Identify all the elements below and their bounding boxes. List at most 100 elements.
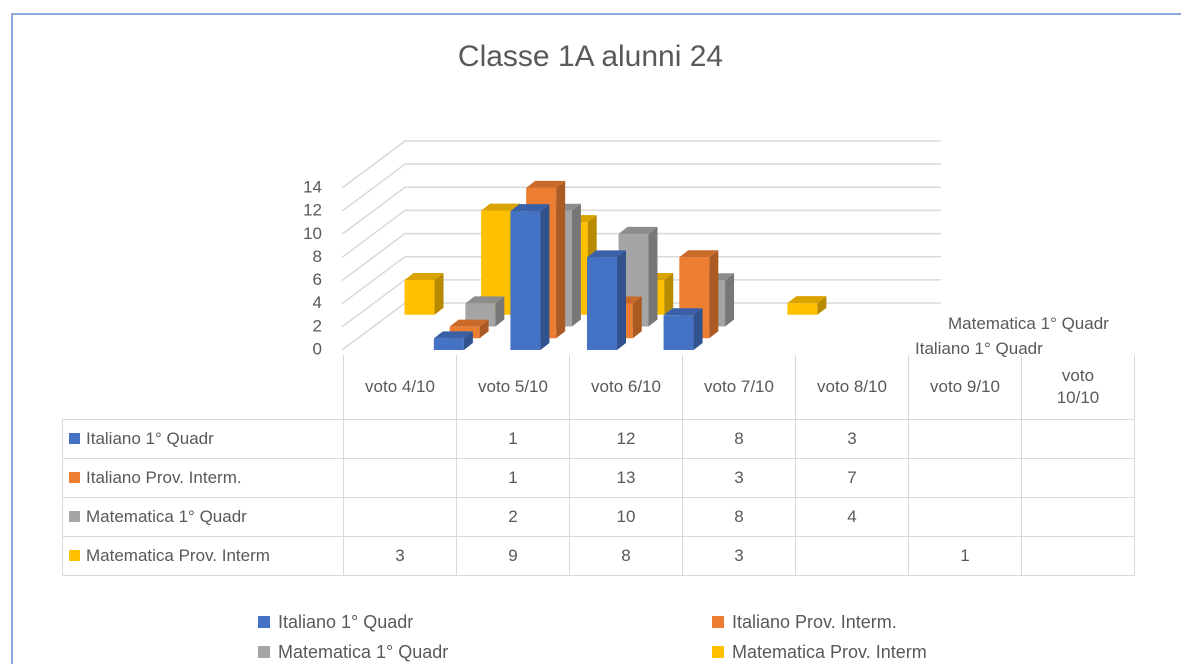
bar-front (433, 338, 464, 350)
table-header-row: voto 4/10 voto 5/10 voto 6/10 voto 7/10 voto… (63, 355, 1135, 420)
table-series-name: Matematica 1° Quadr (86, 507, 247, 526)
table-value: 12 (569, 419, 683, 459)
table-value: 8 (682, 419, 796, 459)
table-value: 4 (795, 497, 909, 537)
table-value: 8 (569, 536, 683, 576)
bar-front (587, 257, 617, 350)
table-value (908, 458, 1022, 498)
x-tick-label: voto 8/10 (795, 355, 909, 420)
table-value (1021, 419, 1135, 459)
y-tick-label: 0 (313, 339, 322, 358)
bar-top (449, 319, 489, 327)
legend-key (69, 472, 80, 483)
bar-top (465, 296, 505, 304)
table-value: 1 (456, 458, 570, 498)
x-tick-label: voto 5/10 (456, 355, 570, 420)
y-tick-label: 6 (313, 270, 322, 289)
depth-axis-label: Matematica 1° Quadr (948, 314, 1109, 333)
depth-axis-label: Italiano 1° Quadr (915, 339, 1043, 358)
table-row: Matematica Prov. Interm 3 9 8 3 1 (62, 536, 1135, 576)
legend-item: Matematica 1° Quadr (258, 642, 448, 663)
bar-front (663, 315, 694, 350)
bar (787, 296, 827, 315)
legend-label: Italiano 1° Quadr (278, 612, 414, 632)
bar-top (618, 226, 658, 234)
table-value (343, 458, 457, 498)
table-value (1021, 458, 1135, 498)
table-value (1021, 536, 1135, 576)
table-series-name: Italiano 1° Quadr (86, 429, 214, 448)
x-tick-label: voto 7/10 (682, 355, 796, 420)
bar-top (663, 308, 703, 316)
table-value: 3 (795, 419, 909, 459)
bar-side (434, 273, 444, 315)
legend-key (69, 550, 80, 561)
table-row: Italiano 1° Quadr 1 12 8 3 (62, 419, 1135, 459)
legend-item: Matematica Prov. Interm (712, 642, 927, 663)
legend-key (258, 646, 270, 658)
bar (587, 250, 626, 350)
table-value (795, 536, 909, 576)
grid-line (341, 163, 941, 212)
table-row: Italiano Prov. Interm. 1 13 3 7 (62, 458, 1135, 498)
table-row: Matematica 1° Quadr 2 10 8 4 (62, 497, 1135, 537)
y-tick-label: 2 (313, 316, 322, 335)
bar-front (404, 280, 435, 315)
table-value: 13 (569, 458, 683, 498)
chart-frame (11, 13, 1181, 664)
bar-side (540, 204, 550, 350)
bar-side (648, 226, 658, 327)
y-tick-label: 10 (303, 224, 322, 243)
table-value (343, 419, 457, 459)
table-value: 3 (682, 536, 796, 576)
bar-top (526, 180, 566, 188)
table-series-cell: Matematica 1° Quadr (62, 497, 344, 537)
bar-side (632, 296, 642, 339)
grid-line (341, 140, 941, 189)
legend-key (712, 646, 724, 658)
bar (433, 331, 473, 350)
bar-front (787, 303, 818, 315)
table-value: 3 (343, 536, 457, 576)
bar-top (481, 203, 521, 211)
table-value: 9 (456, 536, 570, 576)
bar (404, 273, 444, 315)
table-series-name: Matematica Prov. Interm (86, 546, 270, 565)
bar-top (679, 250, 719, 258)
legend-label: Matematica Prov. Interm (732, 642, 927, 662)
bar-side (556, 180, 566, 339)
bar (663, 308, 703, 350)
bar-top (587, 250, 626, 258)
bar-front (510, 211, 541, 350)
y-tick-label: 4 (313, 293, 322, 312)
grid-line (341, 232, 941, 282)
grid-line (341, 255, 941, 305)
y-tick-label: 12 (303, 201, 322, 220)
table-value (1021, 497, 1135, 537)
y-tick-label: 14 (303, 177, 322, 196)
table-corner (63, 355, 344, 420)
legend-item: Italiano 1° Quadr (258, 612, 413, 633)
y-tick-label: 8 (313, 247, 322, 266)
table-value: 2 (456, 497, 570, 537)
table-value: 7 (795, 458, 909, 498)
table-value: 8 (682, 497, 796, 537)
table-series-cell: Matematica Prov. Interm (62, 536, 344, 576)
table-value: 1 (908, 536, 1022, 576)
bar-side (725, 273, 735, 327)
table-value (908, 419, 1022, 459)
bar-side (664, 273, 674, 315)
bar-top (433, 331, 473, 339)
table-value: 3 (682, 458, 796, 498)
bar-side (571, 203, 581, 327)
table-value: 1 (456, 419, 570, 459)
bar-top (404, 273, 444, 281)
bar-side (495, 296, 505, 327)
x-tick-label: voto 9/10 (908, 355, 1022, 420)
bar-side (693, 308, 703, 350)
grid-line (341, 186, 941, 235)
chart-title: Classe 1A alunni 24 (457, 40, 724, 73)
legend-item: Italiano Prov. Interm. (712, 612, 897, 633)
table-series-cell: Italiano Prov. Interm. (62, 458, 344, 498)
